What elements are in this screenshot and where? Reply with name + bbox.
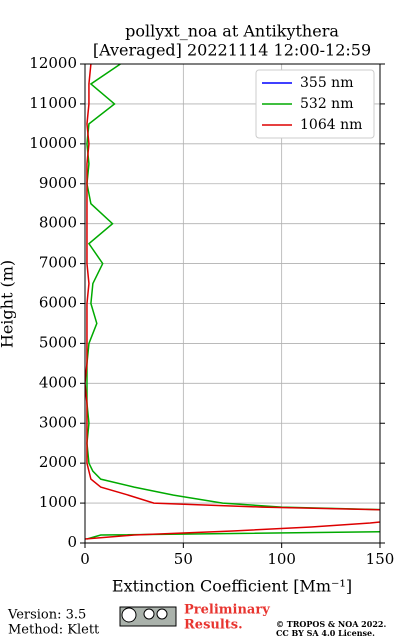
y-tick-label: 0 xyxy=(67,533,77,551)
copyright: © TROPOS & NOA 2022. xyxy=(276,619,386,629)
legend-label: 1064 nm xyxy=(300,117,362,133)
cc-badge xyxy=(119,606,177,627)
method: Method: Klett xyxy=(8,623,100,638)
chart-subtitle: [Averaged] 20221114 12:00-12:59 xyxy=(93,41,371,60)
y-tick-label: 4000 xyxy=(39,373,77,391)
y-tick-label: 5000 xyxy=(39,333,77,351)
y-tick-label: 6000 xyxy=(39,294,77,312)
x-tick-label: 0 xyxy=(80,550,90,568)
plot-area xyxy=(84,63,381,544)
y-axis-label: Height (m) xyxy=(0,260,17,348)
legend-label: 355 nm xyxy=(300,75,353,91)
chart-title: pollyxt_noa at Antikythera xyxy=(125,22,339,41)
preliminary-notice: Results. xyxy=(184,618,243,633)
x-tick-label: 150 xyxy=(366,550,395,568)
y-tick-label: 10000 xyxy=(29,134,77,152)
x-tick-label: 100 xyxy=(267,550,296,568)
legend-box xyxy=(255,69,375,139)
x-axis-label: Extinction Coefficient [Mm⁻¹] xyxy=(112,577,352,596)
y-tick-label: 3000 xyxy=(39,413,77,431)
x-tick-label: 50 xyxy=(174,550,193,568)
preliminary-notice: Preliminary xyxy=(184,603,270,618)
legend-label: 532 nm xyxy=(300,96,353,112)
y-tick-label: 11000 xyxy=(29,94,77,112)
line-2 xyxy=(85,64,380,540)
version: Version: 3.5 xyxy=(7,608,86,623)
license: CC BY SA 4.0 License. xyxy=(276,628,375,638)
y-tick-label: 7000 xyxy=(39,254,77,272)
y-tick-label: 2000 xyxy=(39,453,77,471)
y-tick-label: 1000 xyxy=(39,493,77,511)
y-tick-label: 12000 xyxy=(29,54,77,72)
y-tick-label: 9000 xyxy=(39,174,77,192)
y-tick-label: 8000 xyxy=(39,214,77,232)
